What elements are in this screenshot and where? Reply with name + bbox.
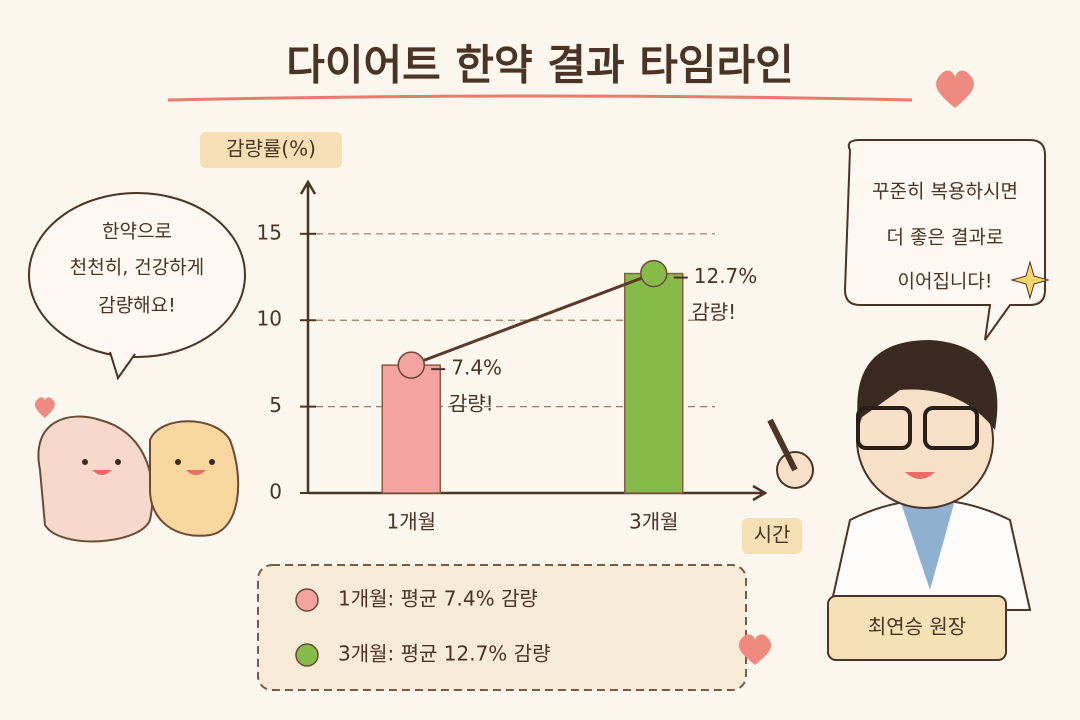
legend-entry: 3개월: 평균 12.7% 감량 bbox=[338, 642, 550, 666]
character bbox=[149, 420, 240, 537]
bar bbox=[624, 272, 684, 494]
y-axis-label: 감량률(%) bbox=[226, 137, 316, 161]
value-label: 12.7% bbox=[694, 264, 758, 288]
x-axis-label: 시간 bbox=[754, 523, 791, 547]
speech-text: 꾸준히 복용하시면 bbox=[872, 181, 1018, 203]
legend-box bbox=[257, 564, 747, 691]
speech-text: 감량해요! bbox=[98, 295, 176, 317]
y-tick-label: 10 bbox=[257, 307, 282, 331]
character bbox=[37, 415, 154, 543]
y-axis bbox=[299, 179, 317, 493]
x-axis bbox=[308, 484, 768, 502]
annotation: 감량! bbox=[449, 392, 494, 416]
y-tick-label: 5 bbox=[269, 393, 282, 417]
y-label-bg bbox=[200, 132, 342, 168]
trend-line bbox=[410, 272, 655, 367]
title-underline bbox=[167, 94, 913, 102]
point bbox=[640, 259, 668, 288]
point bbox=[397, 351, 425, 379]
heart bbox=[936, 70, 974, 108]
speech-text: 더 좋은 결과로 bbox=[887, 227, 1004, 249]
speech-bubble bbox=[28, 192, 246, 358]
speech-text: 한약으로 bbox=[102, 221, 172, 243]
speech-text: 천천히, 건강하게 bbox=[70, 257, 204, 279]
value-label: 7.4% bbox=[451, 356, 502, 380]
x-tick-label: 3개월 bbox=[629, 510, 679, 534]
name-tag-text: 최연승 원장 bbox=[868, 615, 966, 639]
bubble-tail bbox=[109, 351, 136, 381]
chart-title: 다이어트 한약 결과 타임라인 bbox=[286, 41, 794, 90]
y-tick-label: 0 bbox=[269, 480, 282, 504]
legend-entry: 1개월: 평균 7.4% 감량 bbox=[338, 587, 538, 611]
name-tag bbox=[827, 595, 1007, 661]
speech-text: 이어집니다! bbox=[897, 271, 992, 293]
legend-marker bbox=[295, 588, 319, 612]
bar bbox=[381, 364, 441, 494]
legend-marker bbox=[295, 643, 319, 667]
speech-bubble bbox=[843, 139, 1046, 341]
x-tick-label: 1개월 bbox=[386, 510, 436, 534]
annotation: 감량! bbox=[691, 300, 736, 324]
x-label-bg bbox=[742, 518, 802, 554]
y-tick-label: 15 bbox=[257, 220, 282, 244]
